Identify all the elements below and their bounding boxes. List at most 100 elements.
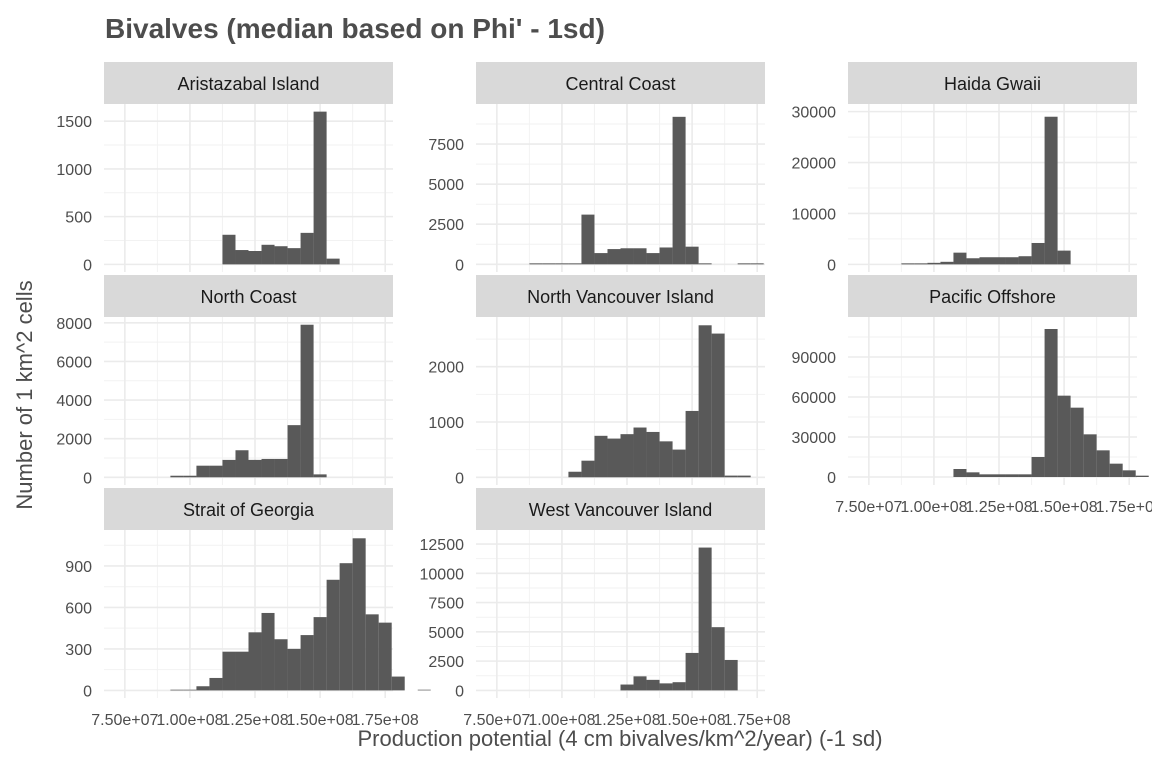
x-tick-label: 1.00e+08: [528, 712, 595, 729]
histogram-bar: [170, 475, 184, 478]
histogram-bar: [209, 465, 223, 478]
histogram-bar: [326, 579, 340, 691]
facet-strip: [476, 488, 765, 530]
y-tick-label: 5000: [428, 177, 464, 194]
histogram-bar: [378, 622, 392, 691]
histogram-bar: [750, 263, 764, 265]
histogram-bar: [261, 458, 275, 478]
histogram-bar: [646, 253, 660, 265]
histogram-bar: [300, 324, 314, 478]
histogram-bar: [183, 475, 197, 478]
histogram-bar: [966, 472, 980, 477]
y-tick-label: 1500: [56, 114, 92, 131]
histogram-bar: [1044, 329, 1058, 477]
histogram-bar: [1018, 256, 1032, 265]
histogram-bar: [685, 410, 699, 478]
histogram-bar: [313, 474, 327, 478]
histogram-bar: [352, 538, 366, 691]
histogram-bar: [235, 651, 249, 691]
histogram-bar: [711, 333, 725, 478]
facet-strip: [104, 488, 393, 530]
histogram-bar: [901, 263, 915, 265]
y-tick-label: 12500: [420, 537, 465, 554]
histogram-bar: [1122, 470, 1136, 477]
x-tick-label: 1.25e+08: [221, 712, 288, 729]
histogram-bar: [685, 246, 699, 265]
y-tick-label: 30000: [792, 430, 837, 447]
histogram-bar: [581, 460, 595, 478]
facet-strip-label: West Vancouver Island: [529, 500, 712, 520]
facet-strip-label: Strait of Georgia: [183, 500, 315, 520]
y-tick-label: 0: [83, 683, 92, 700]
y-tick-label: 2500: [428, 217, 464, 234]
histogram-bar: [953, 252, 967, 265]
histogram-bar: [183, 689, 197, 691]
x-tick-label: 7.50e+07: [835, 499, 902, 516]
facet-strip-label: North Coast: [200, 287, 296, 307]
histogram-bar: [992, 257, 1006, 265]
histogram-bar: [339, 563, 353, 691]
histogram-bar: [326, 258, 340, 265]
facet-strip: [476, 62, 765, 104]
y-tick-label: 1000: [428, 415, 464, 432]
y-tick-label: 2000: [56, 432, 92, 449]
histogram-bar: [979, 474, 993, 477]
facet-strip-label: Pacific Offshore: [929, 287, 1056, 307]
facet-strip: [104, 275, 393, 317]
facet-strip: [104, 62, 393, 104]
facet-panel: Pacific Offshore 0 30000 60000 90000 7.50e+07…: [792, 275, 1152, 516]
y-tick-label: 1000: [56, 162, 92, 179]
x-tick-label: 1.50e+08: [659, 712, 726, 729]
histogram-bar: [646, 679, 660, 691]
histogram-bar: [391, 676, 405, 691]
histogram-bar: [568, 263, 582, 265]
histogram-bar: [633, 427, 647, 478]
histogram-bar: [620, 248, 634, 265]
x-tick-label: 1.75e+08: [1096, 499, 1152, 516]
y-tick-label: 0: [455, 470, 464, 487]
histogram-bar: [568, 471, 582, 478]
y-tick-label: 0: [83, 470, 92, 487]
x-axis-title: Production potential (4 cm bivalves/km^2…: [357, 726, 882, 751]
facet-panel: Aristazabal Island 0 500 1000 1500: [56, 62, 393, 274]
x-tick-label: 7.50e+07: [91, 712, 158, 729]
histogram-bar: [529, 263, 543, 265]
histogram-bar: [711, 627, 725, 691]
facet-strip-label: Central Coast: [565, 74, 675, 94]
y-tick-label: 600: [65, 600, 92, 617]
histogram-bar: [594, 253, 608, 265]
y-tick-label: 90000: [792, 350, 837, 367]
histogram-bar: [313, 111, 327, 265]
histogram-bar: [992, 474, 1006, 477]
facet-strip-label: Aristazabal Island: [177, 74, 319, 94]
histogram-bar: [1083, 434, 1097, 477]
y-tick-label: 0: [827, 257, 836, 274]
facet-strip-label: Haida Gwaii: [944, 74, 1041, 94]
histogram-bar: [1096, 450, 1110, 477]
histogram-bar: [914, 263, 928, 265]
histogram-bar: [594, 435, 608, 478]
y-tick-label: 300: [65, 642, 92, 659]
y-tick-label: 8000: [56, 316, 92, 333]
facet-strip-label: North Vancouver Island: [527, 287, 714, 307]
histogram-bar: [274, 639, 288, 691]
histogram-bar: [417, 689, 431, 691]
histogram-bar: [607, 438, 621, 478]
histogram-bar: [287, 648, 301, 691]
histogram-bar: [698, 547, 712, 691]
x-tick-label: 1.50e+08: [287, 712, 354, 729]
histogram-bar: [672, 682, 686, 691]
histogram-bar: [1109, 463, 1123, 477]
histogram-bar: [1031, 457, 1045, 477]
histogram-bar: [979, 257, 993, 265]
histogram-bar: [633, 248, 647, 265]
histogram-bar: [659, 683, 673, 691]
histogram-bar: [365, 614, 379, 691]
histogram-bar: [659, 247, 673, 265]
x-tick-label: 1.50e+08: [1031, 499, 1098, 516]
histogram-bar: [1031, 242, 1045, 265]
histogram-bar: [248, 251, 262, 265]
y-tick-label: 30000: [792, 105, 837, 122]
x-tick-label: 1.75e+08: [724, 712, 791, 729]
facet-panels: Aristazabal Island 0 500 1000 1500 Central Co…: [56, 62, 1152, 729]
